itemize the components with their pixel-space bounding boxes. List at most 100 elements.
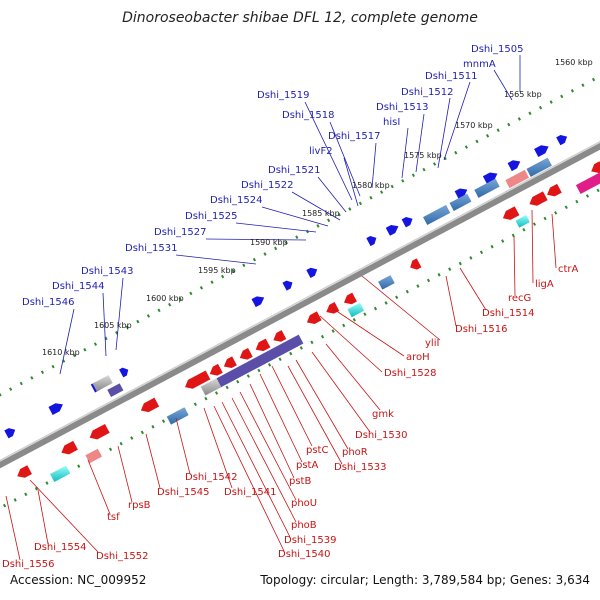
gene-label[interactable]: Dshi_1540 [278, 549, 330, 560]
reverse-gene-arrow [17, 465, 32, 478]
feature-band [575, 172, 600, 194]
gene-label[interactable]: Dshi_1525 [185, 211, 237, 222]
leader-line [117, 445, 133, 503]
gene-label[interactable]: gmk [372, 409, 394, 420]
forward-gene-arrow [306, 267, 318, 279]
feature-band [474, 178, 500, 198]
leader-line [531, 209, 534, 284]
gene-label[interactable]: pstB [289, 476, 311, 487]
gene-label[interactable]: livF2 [309, 146, 333, 157]
gene-label[interactable]: Dshi_1528 [384, 368, 436, 379]
leader-line [401, 127, 409, 179]
gene-label[interactable]: Dshi_1533 [334, 462, 386, 473]
gene-label[interactable]: Dshi_1531 [125, 243, 177, 254]
forward-gene-labels: Dshi_1505 mnmA Dshi_1511 Dshi_1512 Dshi_… [22, 44, 523, 308]
gene-label[interactable]: Dshi_1539 [284, 535, 336, 546]
forward-gene-arrow [507, 160, 521, 172]
gene-label[interactable]: aroH [406, 352, 430, 363]
gene-label[interactable]: recG [508, 293, 531, 304]
tick-rail [0, 74, 600, 397]
leader-line [343, 157, 359, 207]
gene-label[interactable]: Dshi_1505 [471, 44, 523, 55]
gene-label[interactable]: Dshi_1543 [81, 266, 133, 277]
gene-label[interactable]: Dshi_1524 [210, 195, 262, 206]
genome-stats-text: Topology: circular; Length: 3,789,584 bp… [260, 573, 590, 587]
gene-label[interactable]: phoU [291, 498, 317, 509]
gene-label[interactable]: Dshi_1554 [34, 542, 86, 553]
leader-line [304, 101, 353, 201]
leader-line [493, 69, 513, 101]
gene-label[interactable]: Dshi_1514 [482, 308, 534, 319]
reverse-gene-arrow [223, 356, 237, 369]
gene-label[interactable]: Dshi_1541 [224, 487, 276, 498]
gene-label[interactable]: Dshi_1518 [282, 110, 334, 121]
feature-band [214, 334, 304, 389]
forward-gene-arrow [366, 236, 377, 247]
gene-label[interactable]: Dshi_1519 [257, 90, 309, 101]
gene-label[interactable]: Dshi_1552 [96, 551, 148, 562]
gene-label[interactable]: pstA [296, 460, 318, 471]
gene-label[interactable]: ctrA [558, 264, 579, 275]
gene-label[interactable]: mnmA [463, 59, 496, 70]
feature-band [200, 378, 222, 396]
gene-label[interactable]: ligA [535, 279, 554, 290]
feature-band [378, 275, 395, 290]
leader-line [319, 315, 383, 373]
gene-label[interactable]: Dshi_1546 [22, 297, 74, 308]
leader-line [459, 267, 487, 311]
leader-line [261, 206, 329, 227]
gene-label[interactable]: yliI [425, 338, 439, 349]
gene-label[interactable]: rpsB [128, 500, 151, 511]
map-title: Dinoroseobacter shibae DFL 12, complete … [122, 10, 478, 26]
gene-label[interactable]: Dshi_1517 [328, 131, 380, 142]
leader-line [291, 191, 341, 221]
label-leader-lines [5, 55, 557, 561]
forward-gene-arrow [556, 134, 568, 146]
gene-label[interactable]: phoB [291, 520, 317, 531]
forward-gene-arrow [48, 403, 63, 415]
leader-line [551, 213, 557, 269]
forward-gene-arrow [454, 188, 468, 200]
gene-label[interactable]: pstC [306, 445, 328, 456]
gene-label[interactable]: Dshi_1544 [52, 281, 104, 292]
forward-gene-arrow [282, 280, 293, 291]
gene-label[interactable]: tsf [107, 512, 120, 523]
reverse-gene-arrow [185, 370, 211, 389]
feature-band [166, 407, 189, 425]
gene-label[interactable]: Dshi_1545 [157, 487, 209, 498]
gene-label[interactable]: Dshi_1527 [154, 227, 206, 238]
reverse-gene-arrow [61, 440, 78, 455]
gene-label[interactable]: Dshi_1521 [268, 165, 320, 176]
gene-label[interactable]: Dshi_1516 [455, 324, 507, 335]
gene-label[interactable]: Dshi_1522 [241, 180, 293, 191]
leader-line [329, 121, 361, 197]
gene-label[interactable]: phoR [342, 447, 368, 458]
leader-line [175, 417, 191, 475]
leader-line [175, 254, 257, 265]
leader-line [221, 401, 291, 538]
gene-label[interactable]: Dshi_1513 [376, 102, 428, 113]
reverse-gene-arrow [255, 338, 271, 352]
gene-label[interactable]: Dshi_1542 [185, 472, 237, 483]
gene-label[interactable]: Dshi_1556 [2, 559, 54, 570]
gene-label[interactable]: hisI [383, 117, 400, 128]
leader-line [445, 275, 457, 327]
tick-labels: 1560 kbp 1565 kbp 1570 kbp 1575 kbp 1580… [42, 58, 593, 357]
gene-label[interactable]: Dshi_1512 [401, 87, 453, 98]
gene-label[interactable]: Dshi_1530 [355, 430, 407, 441]
leader-line [259, 373, 303, 463]
gene-label[interactable]: Dshi_1511 [425, 71, 477, 82]
leader-line [513, 235, 516, 296]
leader-line [5, 495, 21, 561]
reverse-gene-arrow [89, 423, 110, 440]
tick-label: 1600 kbp [146, 294, 184, 303]
reverse-gene-arrow [410, 258, 422, 270]
forward-gene-arrow [385, 225, 399, 236]
leader-line [87, 459, 111, 515]
reverse-gene-arrow [140, 397, 160, 413]
tick-label: 1585 kbp [302, 209, 340, 218]
tick-label: 1610 kbp [42, 348, 80, 357]
leader-line [145, 433, 161, 489]
reverse-gene-arrow [529, 191, 548, 206]
leader-line [311, 351, 371, 433]
